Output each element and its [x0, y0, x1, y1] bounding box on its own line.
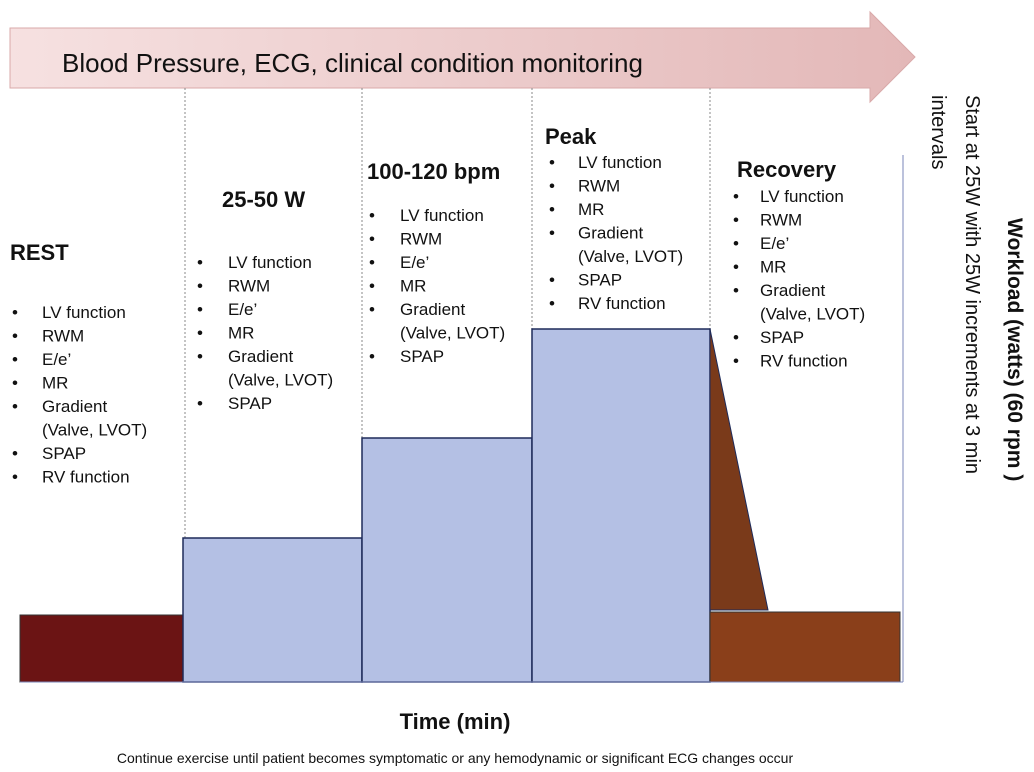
bullet: • [733, 211, 739, 230]
bullet: • [369, 206, 375, 225]
bullet: • [12, 468, 18, 487]
recovery-ramp [709, 328, 769, 611]
bullet: • [733, 258, 739, 277]
bullet: • [733, 328, 739, 347]
stage-item: RWM [228, 277, 270, 296]
stage-item: LV function [578, 153, 662, 172]
bullet: • [549, 177, 555, 196]
banner-arrow [9, 10, 916, 104]
bullet: • [733, 187, 739, 206]
bullet: • [12, 327, 18, 346]
stage-item: (Valve, LVOT) [760, 305, 865, 324]
bullet: • [369, 300, 375, 319]
bullet: • [549, 294, 555, 313]
stage-item: RV function [760, 352, 848, 371]
bullet: • [549, 153, 555, 172]
stage-item: RV function [42, 468, 130, 487]
stage-item: E/e’ [400, 253, 429, 272]
stage-item: (Valve, LVOT) [42, 421, 147, 440]
stage-item: (Valve, LVOT) [228, 371, 333, 390]
stage-item: MR [42, 374, 68, 393]
bullet: • [733, 234, 739, 253]
bullet: • [12, 350, 18, 369]
stage-item: E/e’ [42, 350, 71, 369]
stage-item: MR [228, 324, 254, 343]
stage-title: Peak [545, 124, 597, 149]
dividers [184, 88, 711, 540]
bullet: • [197, 394, 203, 413]
stage-item: RWM [42, 327, 84, 346]
stage-item: E/e’ [228, 300, 257, 319]
stage-item: MR [400, 277, 426, 296]
y-axis-note: Start at 25W with 25W increments at 3 mi… [961, 95, 983, 474]
stage-block [182, 537, 363, 683]
stage-title: 25-50 W [222, 187, 305, 212]
bullet: • [12, 444, 18, 463]
bullet: • [12, 374, 18, 393]
banner-text: Blood Pressure, ECG, clinical condition … [62, 48, 643, 78]
stage-item: LV function [400, 206, 484, 225]
stage-item: RWM [760, 211, 802, 230]
stage-item: SPAP [228, 394, 272, 413]
bullet: • [197, 253, 203, 272]
footnote: Continue exercise until patient becomes … [117, 750, 794, 766]
stage-item: RWM [400, 230, 442, 249]
bullet: • [197, 300, 203, 319]
bullet: • [549, 224, 555, 243]
stage-item: MR [578, 200, 604, 219]
stage-item: SPAP [760, 328, 804, 347]
y-axis-label: Workload (watts) (60 rpm ) [1003, 218, 1026, 481]
bullet: • [369, 230, 375, 249]
bullet: • [369, 253, 375, 272]
stage-item: LV function [228, 253, 312, 272]
bullet: • [12, 397, 18, 416]
x-axis-label: Time (min) [400, 709, 511, 734]
rest-block [19, 614, 184, 683]
bullet: • [549, 200, 555, 219]
stage-title: Recovery [737, 157, 837, 182]
stage-title: 100-120 bpm [367, 159, 500, 184]
bullet: • [197, 324, 203, 343]
stage-item: E/e’ [760, 234, 789, 253]
stage-item: RWM [578, 177, 620, 196]
bullet: • [733, 281, 739, 300]
stage-item: LV function [42, 303, 126, 322]
stage-title: REST [10, 240, 69, 265]
stage-item: Gradient [228, 347, 293, 366]
stage-item: (Valve, LVOT) [578, 247, 683, 266]
stage-item: Gradient [400, 300, 465, 319]
stage-block [531, 328, 711, 683]
bullet: • [733, 352, 739, 371]
stage-item: Gradient [760, 281, 825, 300]
stage-item: Gradient [578, 224, 643, 243]
bullet: • [369, 277, 375, 296]
stage-item: LV function [760, 187, 844, 206]
stage-item: SPAP [578, 271, 622, 290]
bullet: • [369, 347, 375, 366]
bullet: • [197, 277, 203, 296]
stage-item: (Valve, LVOT) [400, 324, 505, 343]
recovery-block [709, 611, 901, 683]
stage-item: SPAP [400, 347, 444, 366]
stage-item: Gradient [42, 397, 107, 416]
bullet: • [549, 271, 555, 290]
bullet: • [12, 303, 18, 322]
bullet: • [197, 347, 203, 366]
y-axis-note: intervals [927, 95, 949, 169]
stage-item: MR [760, 258, 786, 277]
stage-item: RV function [578, 294, 666, 313]
stage-item: SPAP [42, 444, 86, 463]
stage-block [361, 437, 533, 683]
